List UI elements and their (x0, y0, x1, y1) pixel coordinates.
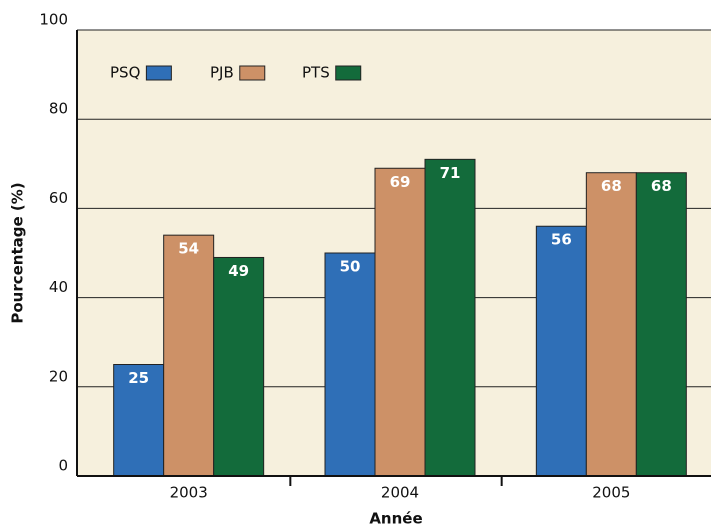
legend-swatch (335, 65, 362, 81)
legend-label: PJB (210, 64, 234, 82)
y-tick-label: 0 (58, 457, 68, 475)
x-tick-label: 2005 (592, 484, 630, 502)
x-tick-label: 2003 (170, 484, 208, 502)
value-label: 71 (440, 164, 461, 182)
bar (424, 158, 476, 477)
bar (374, 167, 426, 477)
y-tick-label: 80 (49, 100, 68, 118)
bar (535, 225, 587, 477)
legend-swatch (239, 65, 266, 81)
value-label: 69 (390, 173, 411, 191)
y-axis-label: Pourcentage (%) (9, 182, 27, 323)
x-axis-label: Année (369, 510, 422, 528)
legend-label: PSQ (110, 64, 140, 82)
y-tick-label: 20 (49, 367, 68, 385)
legend-label: PTS (302, 64, 330, 82)
value-label: 54 (178, 240, 199, 258)
value-label: 68 (601, 177, 622, 195)
value-label: 68 (651, 177, 672, 195)
bar (113, 364, 165, 477)
value-label: 50 (340, 258, 361, 276)
bar (324, 252, 376, 477)
y-tick-label: 100 (39, 11, 68, 29)
value-label: 25 (128, 369, 149, 387)
x-tick-label: 2004 (381, 484, 419, 502)
bar (163, 234, 215, 477)
value-label: 49 (228, 262, 249, 280)
bar (585, 172, 637, 477)
bar (635, 172, 687, 477)
y-tick-label: 40 (49, 278, 68, 296)
value-label: 56 (551, 231, 572, 249)
y-tick-label: 60 (49, 189, 68, 207)
legend-swatch (145, 65, 172, 81)
bar (213, 256, 265, 477)
